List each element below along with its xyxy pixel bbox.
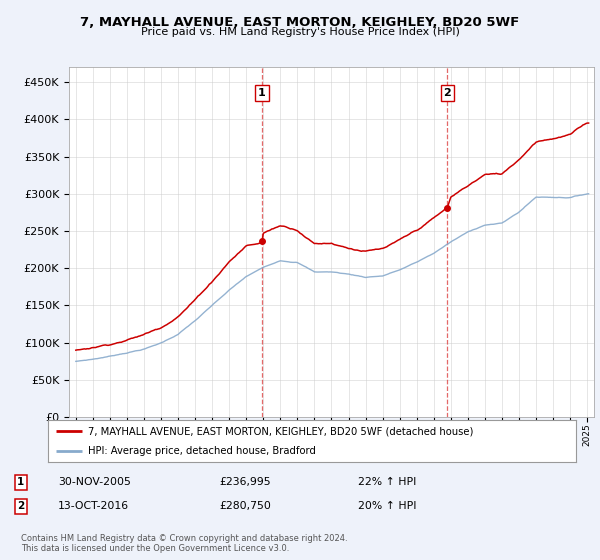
Text: Price paid vs. HM Land Registry's House Price Index (HPI): Price paid vs. HM Land Registry's House …: [140, 27, 460, 37]
Text: HPI: Average price, detached house, Bradford: HPI: Average price, detached house, Brad…: [88, 446, 316, 456]
Text: 20% ↑ HPI: 20% ↑ HPI: [358, 501, 416, 511]
Text: 1: 1: [258, 88, 266, 98]
Text: £236,995: £236,995: [220, 477, 271, 487]
Text: 7, MAYHALL AVENUE, EAST MORTON, KEIGHLEY, BD20 5WF: 7, MAYHALL AVENUE, EAST MORTON, KEIGHLEY…: [80, 16, 520, 29]
Text: 2: 2: [443, 88, 451, 98]
Text: 30-NOV-2005: 30-NOV-2005: [58, 477, 131, 487]
Text: Contains HM Land Registry data © Crown copyright and database right 2024.
This d: Contains HM Land Registry data © Crown c…: [20, 534, 347, 553]
Text: 2: 2: [17, 501, 24, 511]
Text: 13-OCT-2016: 13-OCT-2016: [58, 501, 129, 511]
Text: 7, MAYHALL AVENUE, EAST MORTON, KEIGHLEY, BD20 5WF (detached house): 7, MAYHALL AVENUE, EAST MORTON, KEIGHLEY…: [88, 426, 473, 436]
Text: 22% ↑ HPI: 22% ↑ HPI: [358, 477, 416, 487]
Text: 1: 1: [17, 477, 24, 487]
Text: £280,750: £280,750: [220, 501, 271, 511]
